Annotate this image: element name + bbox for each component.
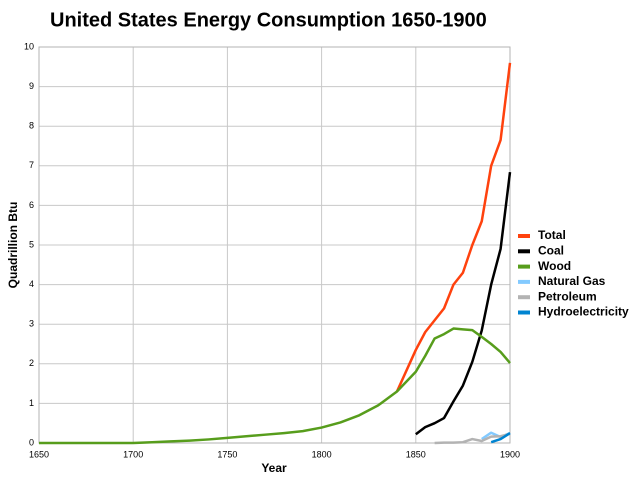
plot-frame	[38, 46, 511, 444]
y-tick-label: 7	[29, 160, 34, 170]
x-tick-label: 1750	[217, 449, 237, 459]
x-axis-label: Year	[261, 461, 287, 475]
legend-label: Petroleum	[538, 289, 597, 303]
series-line	[490, 432, 511, 444]
y-tick-label: 3	[29, 319, 34, 329]
x-tick-label: 1700	[123, 449, 143, 459]
x-tick-label: 1900	[500, 449, 520, 459]
y-axis-label: Quadrillion Btu	[6, 202, 20, 289]
series-line	[395, 62, 512, 393]
series-line	[434, 432, 511, 445]
legend-label: Wood	[538, 259, 571, 273]
x-tick-label: 1850	[406, 449, 426, 459]
series-line	[415, 171, 512, 436]
y-tick-label: 6	[29, 200, 34, 210]
y-tick-label: 10	[24, 41, 34, 51]
y-tick-label: 8	[29, 121, 34, 131]
x-tick-label: 1800	[312, 449, 332, 459]
y-tick-label: 9	[29, 81, 34, 91]
legend-label: Hydroelectricity	[538, 305, 629, 319]
series-line	[39, 327, 511, 445]
x-tick-label: 1650	[29, 449, 49, 459]
legend-label: Total	[538, 228, 566, 242]
y-tick-label: 4	[29, 279, 34, 289]
y-tick-label: 2	[29, 358, 34, 368]
y-tick-label: 1	[29, 398, 34, 408]
legend-label: Coal	[538, 243, 564, 257]
chart-title: United States Energy Consumption 1650-19…	[50, 9, 487, 31]
y-tick-label: 5	[29, 239, 34, 249]
legend-label: Natural Gas	[538, 274, 606, 288]
y-tick-label: 0	[29, 437, 34, 447]
